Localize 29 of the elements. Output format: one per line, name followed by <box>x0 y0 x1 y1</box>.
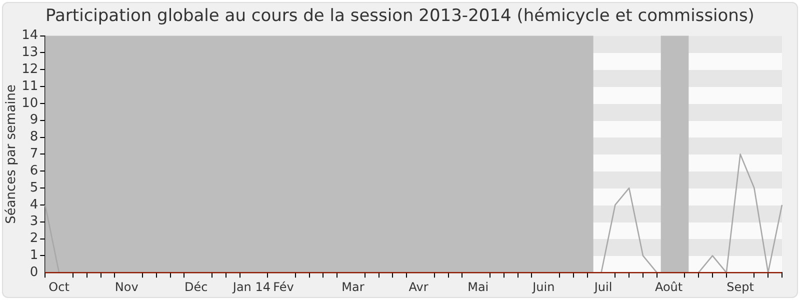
x-tick-label: Mai <box>468 280 489 294</box>
x-tick-label: Juin <box>532 280 555 294</box>
x-tick-label: Mar <box>342 280 364 294</box>
y-tick-label: 14 <box>22 28 38 44</box>
x-tick-label: Oct <box>48 280 70 294</box>
y-tick-label: 9 <box>30 112 38 128</box>
y-tick-label: 2 <box>30 231 38 246</box>
y-tick-label: 1 <box>30 248 38 264</box>
x-tick-label: Avr <box>408 280 428 294</box>
x-tick-label: Fév <box>273 280 294 294</box>
y-tick-label: 8 <box>30 130 38 145</box>
chart-title: Participation globale au cours de la session 2013-2014 (hémicycle et commissions) <box>44 6 756 26</box>
y-tick-label: 11 <box>22 78 38 94</box>
y-tick-label: 6 <box>30 163 38 178</box>
y-tick-label: 12 <box>22 62 38 78</box>
y-tick-label: 3 <box>30 214 38 230</box>
x-tick-label: Août <box>654 280 683 294</box>
x-tick-label: Nov <box>114 280 138 294</box>
x-tick-label: Jan 14 <box>232 280 270 294</box>
x-tick-label: Déc <box>184 280 208 294</box>
y-tick-label: 7 <box>30 146 38 162</box>
x-tick-label: Sept <box>726 280 754 294</box>
y-tick-label: 5 <box>30 180 38 196</box>
y-axis-title: Séances par semaine <box>4 84 20 224</box>
y-tick-label: 13 <box>22 45 38 60</box>
y-tick-label: 4 <box>30 197 38 212</box>
y-tick-label: 10 <box>22 96 38 111</box>
x-tick-label: Juil <box>593 280 612 294</box>
y-tick-label: 0 <box>30 264 38 280</box>
